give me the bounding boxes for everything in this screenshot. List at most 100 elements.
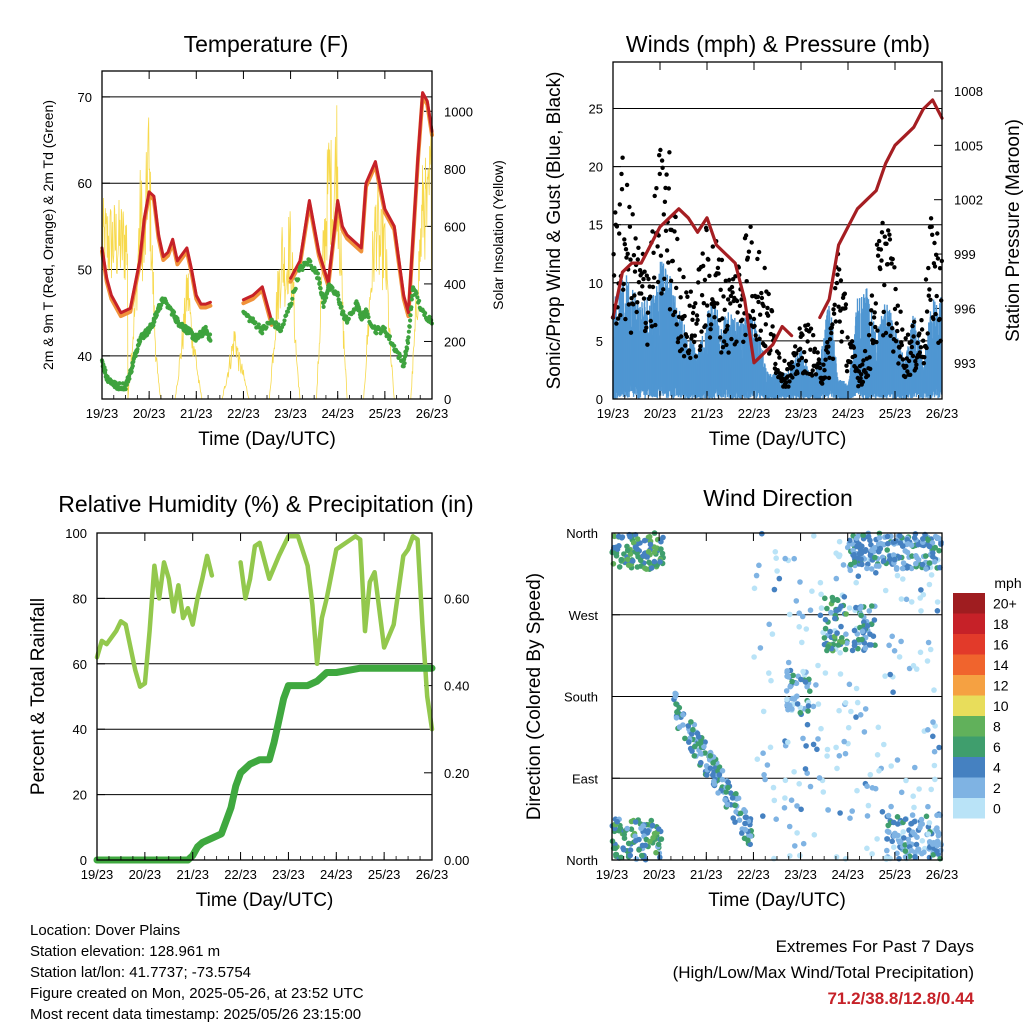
gust-point	[783, 380, 789, 385]
direction-point	[636, 847, 642, 853]
direction-point	[913, 553, 919, 559]
direction-point	[760, 813, 766, 819]
direction-point	[932, 544, 938, 551]
direction-point	[906, 665, 913, 672]
direction-point	[800, 840, 807, 847]
y2-tick-label: 600	[444, 219, 466, 234]
gust-point	[624, 182, 630, 188]
gust-point	[663, 228, 669, 233]
direction-point	[719, 768, 726, 774]
x-tick-label: 22/23	[738, 406, 771, 421]
gust-point	[634, 309, 639, 315]
direction-point	[863, 547, 869, 553]
direction-point	[814, 746, 820, 753]
direction-point	[736, 817, 743, 823]
gust-point	[615, 316, 621, 321]
direction-point	[649, 822, 656, 829]
legend-swatch	[953, 654, 985, 675]
y2-tick-label: 200	[444, 334, 466, 349]
gust-point	[793, 344, 798, 349]
dewpoint-point	[171, 310, 177, 315]
gust-point	[755, 256, 760, 262]
gust-point	[672, 229, 677, 234]
gust-point	[763, 343, 768, 349]
gust-point	[811, 333, 816, 338]
dewpoint-point	[409, 305, 414, 310]
direction-point	[853, 714, 859, 720]
y2-tick-label: 999	[954, 247, 976, 262]
gust-point	[663, 185, 668, 191]
gust-point	[851, 345, 856, 350]
direction-point	[645, 548, 652, 555]
gust-point	[797, 326, 802, 331]
gust-point	[808, 326, 814, 331]
direction-point	[798, 676, 804, 683]
direction-point	[647, 541, 654, 548]
gust-point	[786, 384, 791, 389]
t2m-line	[100, 190, 212, 315]
direction-point	[919, 561, 926, 568]
direction-point	[897, 533, 903, 539]
direction-point	[842, 646, 849, 653]
direction-point	[799, 639, 805, 646]
gust-point	[918, 345, 924, 350]
gust-point	[710, 244, 715, 249]
direction-point	[802, 679, 809, 685]
direction-point	[641, 537, 648, 544]
direction-point	[824, 753, 830, 759]
gust-point	[664, 172, 669, 177]
gust-point	[630, 212, 635, 217]
gust-point	[684, 290, 689, 295]
direction-point	[743, 814, 749, 820]
y-tick-label: 0	[80, 853, 87, 868]
direction-point	[773, 555, 779, 561]
gust-point	[701, 263, 706, 269]
gust-point	[693, 301, 698, 306]
humidity-line	[238, 534, 435, 732]
y2-tick-label: 1000	[444, 104, 473, 119]
direction-point	[825, 807, 831, 813]
direction-point	[862, 706, 869, 712]
direction-point	[887, 671, 893, 678]
direction-point	[930, 733, 936, 740]
chart-title-2: Winds (mph) & Pressure (mb)	[626, 31, 930, 57]
direction-point	[797, 579, 803, 585]
x-tick-label: 26/23	[926, 406, 959, 421]
latest-timestamp: Most recent data timestamp: 2025/05/26 2…	[30, 1006, 362, 1023]
direction-point	[932, 776, 938, 783]
direction-point	[737, 810, 744, 817]
gust-point	[703, 323, 708, 328]
gust-point	[769, 309, 775, 314]
direction-point	[822, 625, 829, 632]
gust-point	[922, 355, 927, 360]
direction-point	[792, 843, 798, 849]
gust-point	[839, 339, 844, 344]
direction-point	[632, 838, 639, 844]
direction-point	[686, 739, 692, 745]
gust-point	[910, 323, 915, 329]
y2-tick-label: 996	[954, 301, 976, 316]
gust-point	[755, 294, 761, 299]
direction-point	[825, 644, 831, 650]
gust-point	[627, 204, 632, 210]
direction-point	[859, 561, 865, 568]
pressure-line	[818, 98, 944, 320]
dewpoint-point	[402, 361, 407, 366]
gust-point	[813, 372, 819, 377]
direction-point	[711, 778, 717, 785]
direction-point	[815, 701, 822, 707]
dewpoint-point	[285, 309, 290, 314]
y-tick-label: West	[569, 608, 599, 623]
direction-point	[918, 608, 924, 614]
direction-point	[851, 551, 857, 558]
gust-point	[759, 295, 765, 301]
dewpoint-point	[129, 369, 134, 374]
gust-point	[789, 360, 794, 365]
y-tick-label: North	[566, 853, 598, 868]
chart-title-4: Wind Direction	[703, 485, 853, 511]
direction-point	[930, 852, 937, 858]
gust-point	[795, 371, 800, 376]
gust-point	[639, 291, 644, 296]
gust-point	[892, 265, 897, 270]
x-tick-label: 20/23	[643, 867, 676, 882]
